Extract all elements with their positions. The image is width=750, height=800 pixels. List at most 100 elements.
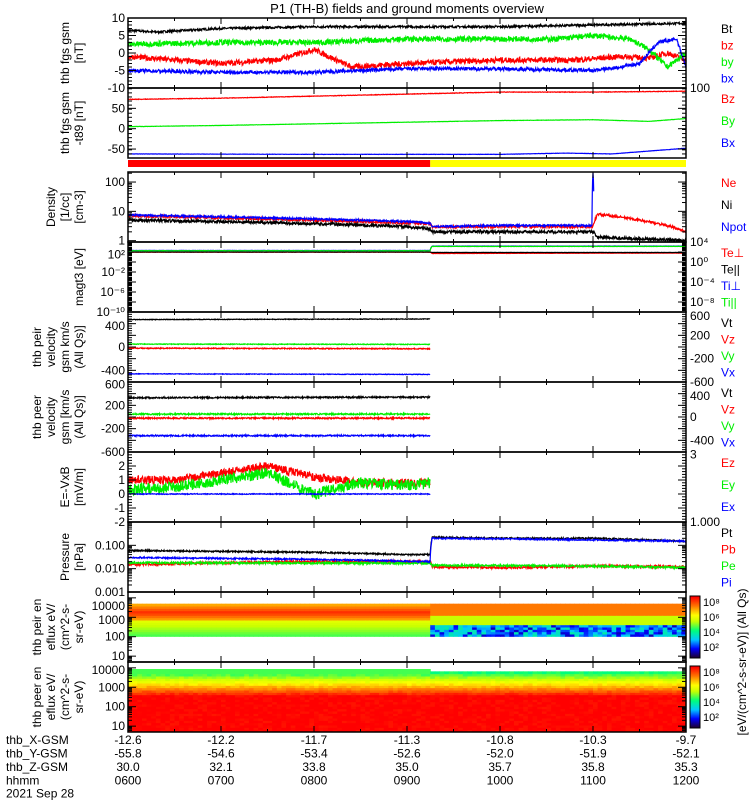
spectrogram-cell	[565, 629, 571, 633]
series-line-Vt	[128, 394, 431, 401]
spectrogram-cell	[272, 720, 278, 724]
spectrogram-cell	[644, 615, 650, 619]
spectrogram-cell	[597, 606, 603, 609]
spectrogram-cell	[467, 694, 473, 698]
spectrogram-cell	[658, 608, 664, 612]
spectrogram-cell	[197, 729, 203, 733]
spectrogram-cell	[555, 608, 561, 612]
spectrogram-cell	[141, 678, 148, 682]
spectrogram-cell	[244, 676, 250, 679]
spectrogram-cell	[323, 699, 329, 703]
spectrogram-cell	[355, 694, 361, 698]
spectrogram-cell	[197, 708, 203, 712]
density-tick-label: 1	[118, 234, 125, 248]
spectrogram-cell	[472, 729, 478, 733]
spectrogram-cell	[327, 615, 334, 619]
spectrogram-cell	[481, 608, 487, 612]
spectrogram-cell	[141, 608, 148, 612]
spectrogram-cell	[183, 634, 189, 637]
spectrogram-cell	[630, 603, 636, 607]
spectrogram-cell	[216, 615, 222, 619]
spectrogram-cell	[374, 620, 380, 623]
spectrogram-cell	[304, 629, 310, 633]
spectrogram-cell	[141, 606, 148, 609]
spectrogram-cell	[630, 629, 636, 633]
spectrogram-cell	[555, 634, 561, 637]
spectrogram-cell	[225, 671, 231, 675]
spectrogram-cell	[546, 620, 552, 623]
spectrogram-cell	[193, 715, 199, 719]
spectrogram-cell	[314, 678, 320, 682]
spectrogram-cell	[207, 680, 213, 684]
spectrogram-cell	[472, 610, 478, 614]
spectrogram-cell	[244, 694, 250, 698]
spectrogram-cell	[193, 711, 199, 714]
spectrogram-cell	[225, 680, 231, 684]
spectrogram-cell	[374, 699, 380, 703]
spectrogram-cell	[513, 627, 520, 630]
spectrogram-cell	[281, 671, 287, 675]
spectrogram-cell	[467, 699, 473, 703]
spectrogram-cell	[388, 615, 394, 619]
spectrogram-cell	[248, 620, 255, 623]
spectrogram-cell	[300, 676, 306, 679]
spectrogram-cell	[439, 683, 445, 686]
spectrogram-cell	[151, 617, 157, 621]
spectrogram-cell	[327, 722, 334, 726]
spectrogram-cell	[262, 722, 268, 726]
spectrogram-cell	[276, 697, 282, 700]
spectrogram-cell	[551, 634, 557, 637]
spectrogram-cell	[546, 608, 552, 612]
spectrogram-cell	[634, 617, 640, 621]
spectrogram-cell	[379, 727, 385, 731]
spectrogram-cell	[397, 718, 403, 721]
spectrogram-cell	[337, 629, 343, 633]
spectrogram-cell	[221, 713, 227, 717]
spectrogram-cell	[300, 708, 306, 712]
spectrogram-cell	[434, 676, 441, 679]
legend-density: Ne	[721, 176, 737, 190]
spectrogram-cell	[397, 708, 403, 712]
ylabel-line: sr-eV)	[72, 611, 86, 644]
spectrogram-cell	[355, 729, 361, 733]
spectrogram-cell	[518, 627, 524, 630]
spectrogram-cell	[537, 624, 543, 628]
spectrogram-cell	[416, 683, 422, 686]
spectrogram-cell	[197, 634, 203, 637]
spectrogram-cell	[267, 687, 273, 691]
spectrogram-cell	[155, 622, 162, 626]
spectrogram-cell	[439, 715, 445, 719]
spectrogram-cell	[318, 729, 324, 733]
spectrogram-cell	[504, 631, 510, 635]
spectrogram-cell	[197, 680, 203, 684]
spectrogram-cell	[193, 690, 199, 693]
spectrogram-cell	[141, 671, 148, 675]
spectrogram-cell	[407, 708, 413, 712]
spectrogram-cell	[500, 629, 506, 633]
spectrogram-cell	[653, 622, 659, 626]
spectrogram-cell	[462, 718, 468, 721]
spectrogram-cell	[141, 622, 148, 626]
spectrogram-cell	[425, 701, 431, 705]
spectrogram-cell	[504, 676, 510, 679]
spectrogram-cell	[560, 629, 566, 633]
spectrogram-cell	[337, 697, 343, 700]
spectrogram-cell	[314, 680, 320, 684]
spectrogram-cell	[462, 706, 468, 710]
spectrogram-cell	[155, 629, 162, 633]
spectrogram-cell	[132, 613, 138, 616]
spectrogram-cell	[369, 680, 375, 684]
spectrogram-cell	[365, 729, 371, 733]
spectrogram-cell	[128, 613, 134, 616]
spectrogram-cell	[318, 697, 324, 700]
spectrogram-cell	[207, 620, 213, 623]
spectrogram-cell	[416, 627, 422, 630]
spectrogram-cell	[351, 629, 357, 633]
spectrogram-cell	[211, 711, 217, 714]
spectrogram-cell	[439, 692, 445, 696]
spectrogram-cell	[351, 678, 357, 682]
spectrogram-cell	[569, 613, 575, 616]
spectrogram-cell	[146, 680, 152, 684]
spectrogram-cell	[625, 603, 631, 607]
spectrogram-cell	[165, 690, 171, 693]
